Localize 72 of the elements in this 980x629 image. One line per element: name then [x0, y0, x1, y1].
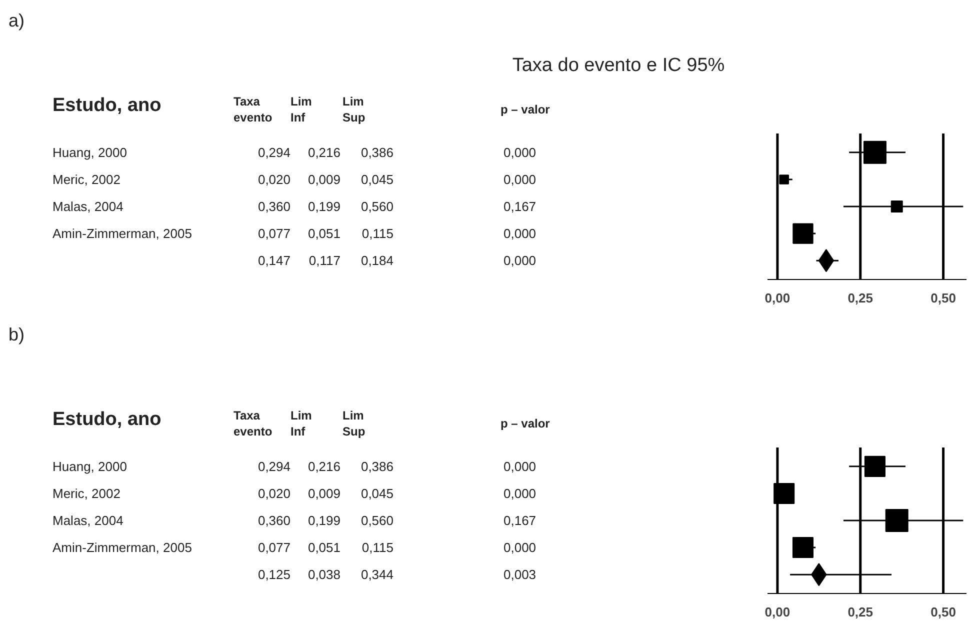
- x-tick-label: 0,50: [930, 604, 956, 620]
- x-tick-label: 0,50: [930, 290, 956, 306]
- text: 0,000: [504, 540, 536, 556]
- text: 0,386: [360, 144, 394, 160]
- text: 0,038: [308, 567, 341, 582]
- text: 0,147: [258, 253, 291, 268]
- point: [792, 537, 814, 558]
- text: 0,000: [504, 458, 536, 474]
- chart-title: Taxa do evento e IC 95%: [512, 55, 725, 76]
- text: 0,000: [504, 226, 536, 242]
- x-tick-label: 0,25: [848, 604, 874, 620]
- text: a): [8, 10, 25, 30]
- text: 0,216: [308, 144, 341, 160]
- text: 0,167: [504, 513, 536, 528]
- text: p – valor: [500, 102, 550, 116]
- text: 0,009: [308, 486, 341, 501]
- category-label: Malas, 2004: [52, 199, 124, 214]
- data-label: 0,077: [258, 226, 291, 242]
- text: 0,115: [362, 226, 394, 242]
- text: 0,199: [308, 513, 341, 528]
- data-label: 0,294: [258, 458, 291, 474]
- point: [864, 456, 886, 477]
- data-label: 0,360: [258, 199, 291, 214]
- data-label: 0,020: [258, 486, 291, 501]
- text: 0,000: [504, 253, 536, 268]
- text: 0,003: [504, 567, 536, 582]
- x-tick-label: 0,00: [764, 604, 790, 620]
- text: 0,045: [360, 172, 394, 187]
- text: 0,045: [360, 486, 394, 501]
- text: 0,009: [308, 172, 341, 187]
- text: 0,115: [362, 540, 394, 556]
- text: 0,184: [360, 253, 394, 268]
- text: Lim Sup: [342, 94, 366, 124]
- x-tick-label: 0,00: [764, 290, 790, 306]
- text: Lim Inf: [290, 408, 312, 438]
- text: 0,051: [308, 226, 341, 242]
- point: [774, 482, 795, 504]
- text: 0,117: [308, 253, 341, 268]
- text: Lim Inf: [290, 94, 312, 124]
- data-label: 0,020: [258, 172, 291, 187]
- text: Taxa evento: [234, 408, 272, 438]
- text: 0,344: [360, 567, 394, 582]
- category-label: Huang, 2000: [52, 144, 127, 160]
- data-label: 0,360: [258, 513, 291, 528]
- text: 0,051: [308, 540, 341, 556]
- point: [818, 249, 834, 272]
- text: 0,000: [504, 144, 536, 160]
- text: 0,560: [360, 513, 394, 528]
- category-label: Meric, 2002: [52, 172, 120, 187]
- text: Lim Sup: [342, 408, 366, 438]
- category-label: Amin-Zimmerman, 2005: [52, 226, 192, 242]
- text: 0,167: [504, 199, 536, 214]
- category-label: Huang, 2000: [52, 458, 127, 474]
- category-label: Meric, 2002: [52, 486, 120, 501]
- category-label: Malas, 2004: [52, 513, 124, 528]
- data-label: 0,077: [258, 540, 291, 556]
- text: 0,199: [308, 199, 341, 214]
- x-tick-label: 0,25: [848, 290, 874, 306]
- text: 0,000: [504, 486, 536, 501]
- text: Estudo, ano: [52, 95, 162, 116]
- text: p – valor: [500, 416, 550, 430]
- category-label: Amin-Zimmerman, 2005: [52, 540, 192, 556]
- text: 0,216: [308, 458, 341, 474]
- text: 0,000: [504, 172, 536, 187]
- text: 0,125: [258, 567, 291, 582]
- text: 0,560: [360, 199, 394, 214]
- point: [885, 509, 908, 532]
- text: Taxa evento: [234, 94, 272, 124]
- data-label: 0,294: [258, 144, 291, 160]
- text: 0,386: [360, 458, 394, 474]
- text: b): [8, 324, 25, 344]
- text: Estudo, ano: [52, 409, 162, 430]
